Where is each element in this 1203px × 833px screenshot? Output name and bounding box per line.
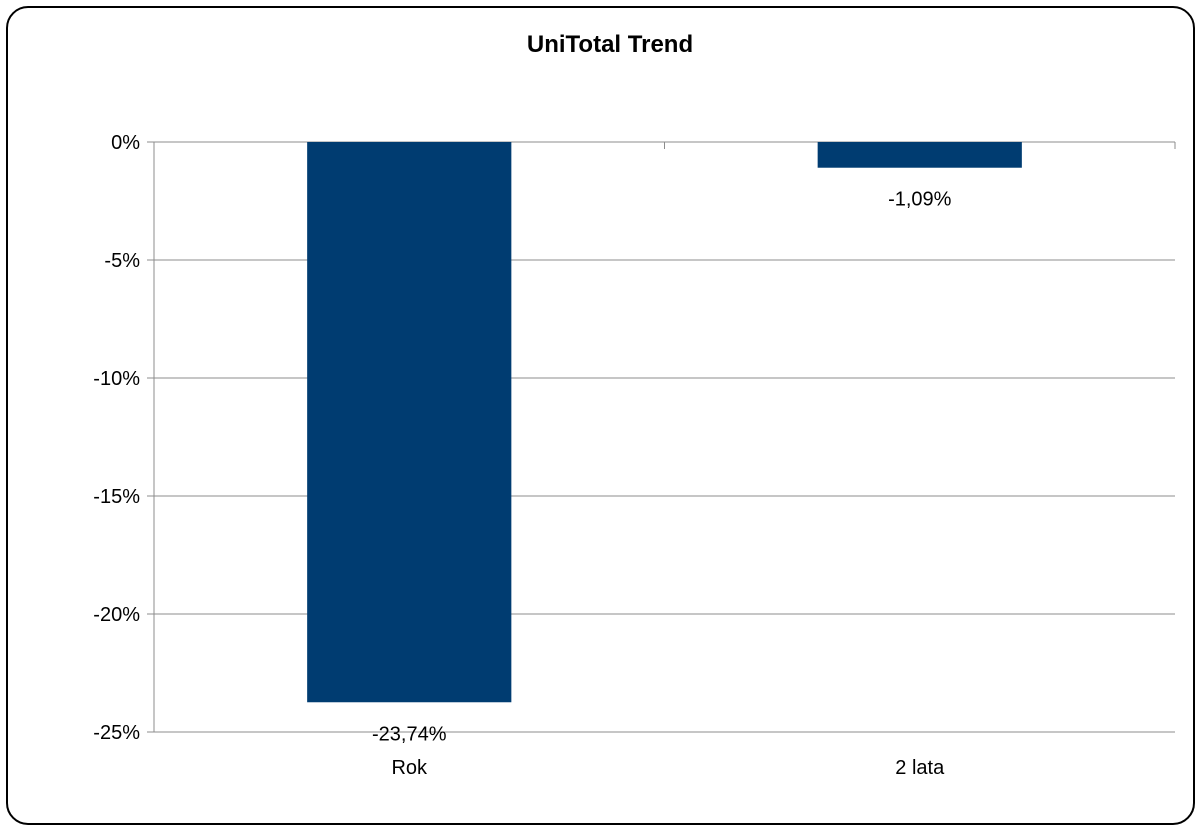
labels: 0% -5% -10% -15% -20% -25% -23,74% Rok -1,09% 2 l… (93, 132, 951, 779)
y-tick-label: -25% (93, 722, 140, 744)
data-label: -23,74% (372, 723, 447, 745)
data-label: -1,09% (888, 189, 952, 211)
bars (307, 142, 1022, 703)
x-category-label: 2 lata (895, 757, 945, 779)
bar (817, 142, 1022, 168)
x-category-label: Rok (391, 757, 428, 779)
chart-title: UniTotal Trend (527, 31, 693, 58)
bar (307, 142, 512, 703)
axes (147, 141, 1176, 733)
y-tick-label: 0% (111, 132, 140, 154)
y-tick-label: -5% (104, 250, 140, 272)
y-tick-label: -10% (93, 368, 140, 390)
y-tick-label: -20% (93, 604, 140, 626)
y-tick-label: -15% (93, 486, 140, 508)
